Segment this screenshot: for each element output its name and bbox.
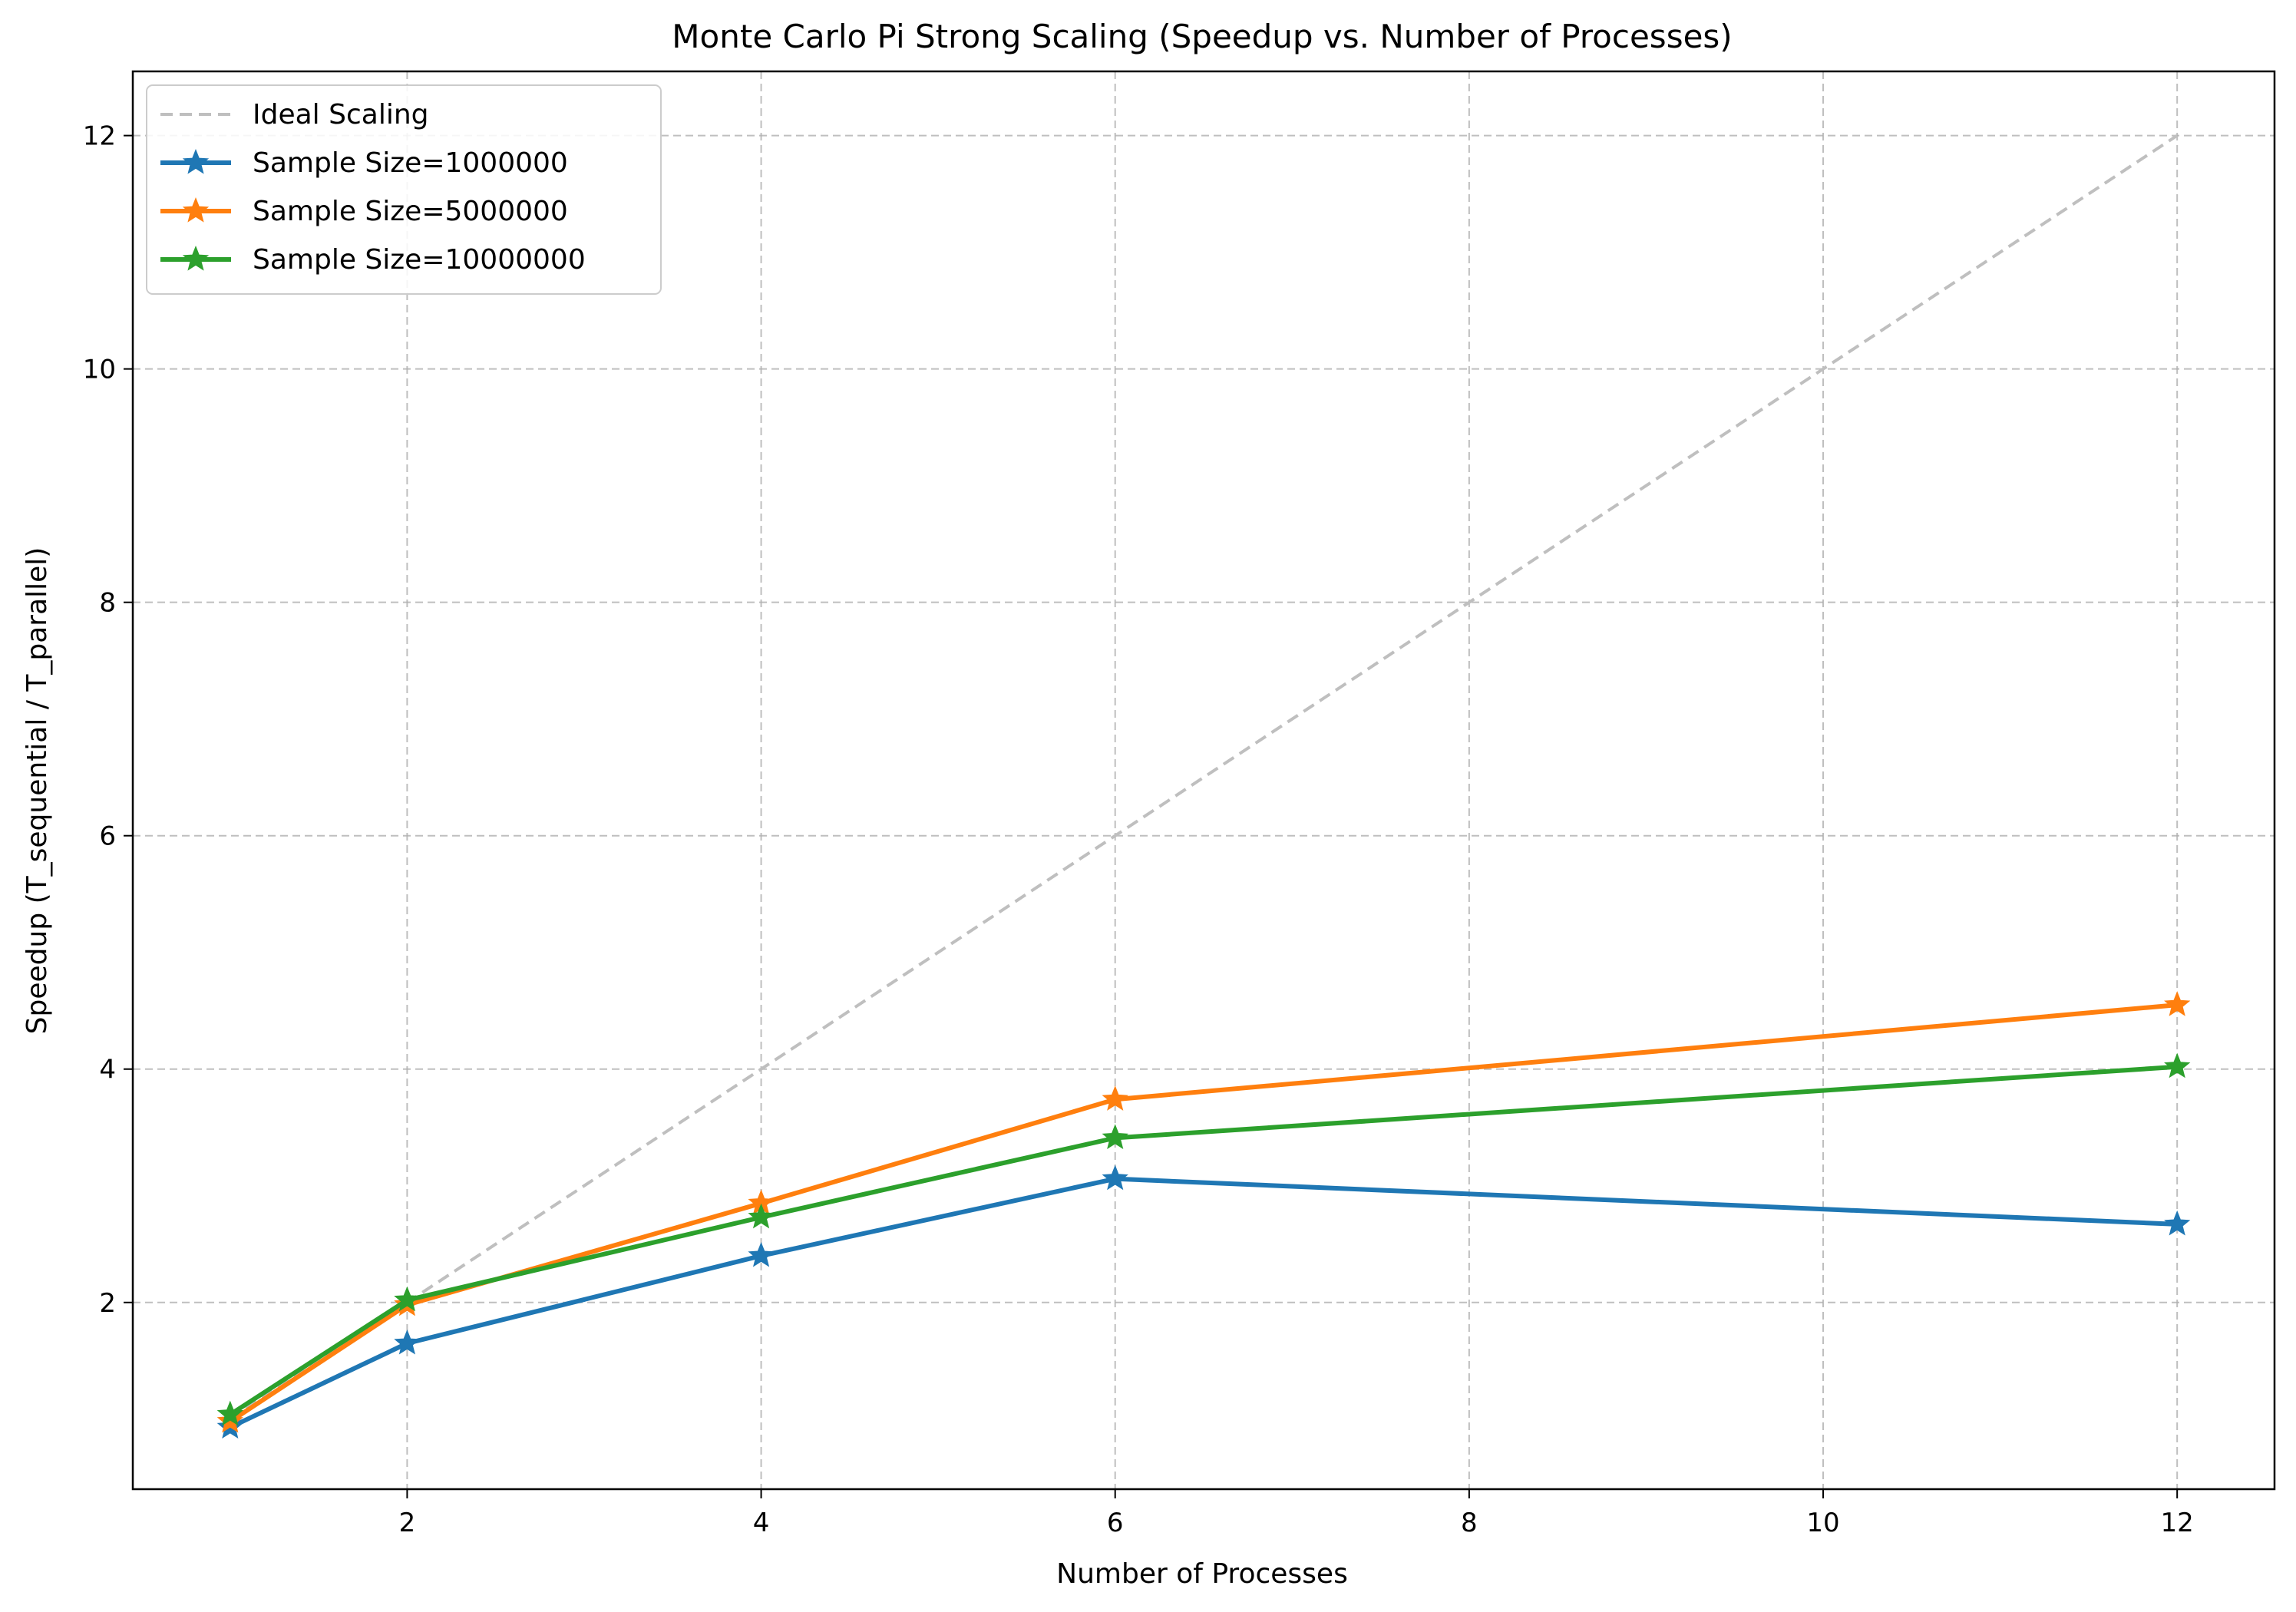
x-tick-label: 2 (399, 1508, 416, 1538)
y-tick-label: 10 (83, 355, 116, 385)
data-point-star (748, 1241, 775, 1267)
x-tick-label: 12 (2161, 1508, 2194, 1538)
series-3 (216, 1052, 2191, 1426)
legend-swatch-star (182, 148, 210, 174)
legend-entry: Sample Size=1000000 (160, 147, 568, 179)
data-point-star (2164, 1052, 2191, 1079)
data-point-star (1102, 1085, 1128, 1111)
legend-entry: Ideal Scaling (160, 99, 429, 130)
data-point-star (2164, 991, 2191, 1016)
legend-swatch-star (182, 245, 210, 271)
y-tick-label: 12 (83, 121, 116, 152)
y-tick-label: 8 (99, 588, 116, 619)
x-tick-label: 10 (1806, 1508, 1839, 1538)
x-axis-label: Number of Processes (1056, 1558, 1348, 1590)
legend-label: Sample Size=1000000 (253, 147, 568, 179)
x-tick-label: 6 (1107, 1508, 1124, 1538)
y-tick-label: 4 (99, 1055, 116, 1085)
legend-label: Ideal Scaling (253, 99, 429, 130)
plot-frame (131, 70, 2276, 1491)
y-axis-label: Speedup (T_sequential / T_parallel) (21, 547, 53, 1035)
data-point-star (748, 1203, 775, 1229)
x-tick-label: 8 (1461, 1508, 1478, 1538)
legend-box (146, 84, 662, 295)
data-point-star (394, 1329, 421, 1355)
data-point-star (394, 1286, 421, 1312)
legend-label: Sample Size=10000000 (253, 244, 586, 276)
y-tick-label: 2 (99, 1288, 116, 1319)
legend-swatch-star (182, 197, 210, 223)
data-point-star (2164, 1210, 2191, 1236)
y-axis-ticks: 2 4 6 8 10 12 (83, 121, 133, 1319)
legend-entry: Sample Size=10000000 (160, 244, 586, 276)
series-layer (216, 991, 2191, 1439)
legend: Ideal Scaling Sample Size=1000000 Sample S… (146, 84, 662, 295)
chart-title: Monte Carlo Pi Strong Scaling (Speedup v… (672, 18, 1732, 55)
series-1 (216, 1164, 2191, 1439)
data-point-star (1102, 1124, 1128, 1150)
data-point-star (1102, 1164, 1128, 1191)
y-tick-label: 6 (99, 821, 116, 852)
grid (133, 71, 2275, 1489)
legend-label: Sample Size=5000000 (253, 196, 568, 227)
x-tick-label: 4 (753, 1508, 770, 1538)
x-axis-ticks: 2 4 6 8 10 12 (399, 1489, 2194, 1538)
legend-entry: Sample Size=5000000 (160, 196, 568, 227)
data-point-star (216, 1400, 243, 1426)
